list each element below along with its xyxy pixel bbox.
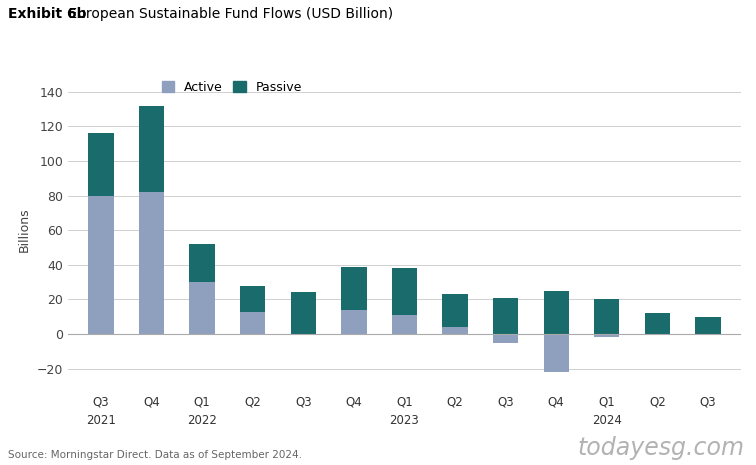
Text: Source: Morningstar Direct. Data as of September 2024.: Source: Morningstar Direct. Data as of S… — [8, 450, 302, 460]
Bar — [341, 310, 367, 334]
Bar — [594, 334, 619, 338]
Bar — [139, 192, 164, 334]
Bar — [594, 299, 619, 334]
Text: Q1: Q1 — [194, 395, 210, 408]
Bar — [392, 268, 417, 315]
Text: 2023: 2023 — [389, 414, 420, 427]
Bar — [290, 292, 316, 334]
Bar — [392, 315, 417, 334]
Bar — [139, 106, 164, 192]
Text: European Sustainable Fund Flows (USD Billion): European Sustainable Fund Flows (USD Bil… — [64, 7, 393, 21]
Text: Q3: Q3 — [497, 395, 514, 408]
Text: Q2: Q2 — [649, 395, 666, 408]
Text: Q3: Q3 — [93, 395, 109, 408]
Text: Q1: Q1 — [599, 395, 615, 408]
Text: Q3: Q3 — [295, 395, 311, 408]
Text: Q4: Q4 — [548, 395, 565, 408]
Bar — [190, 282, 215, 334]
Legend: Active, Passive: Active, Passive — [162, 80, 302, 93]
Bar — [442, 327, 468, 334]
Text: Q2: Q2 — [244, 395, 261, 408]
Bar — [544, 334, 569, 372]
Bar — [493, 298, 519, 334]
Y-axis label: Billions: Billions — [18, 208, 31, 252]
Bar — [544, 291, 569, 334]
Bar — [88, 133, 113, 196]
Bar — [240, 312, 265, 334]
Bar — [190, 244, 215, 282]
Bar — [240, 286, 265, 312]
Text: 2024: 2024 — [592, 414, 621, 427]
Text: Q2: Q2 — [447, 395, 463, 408]
Text: 2021: 2021 — [86, 414, 116, 427]
Text: Q3: Q3 — [700, 395, 716, 408]
Bar — [341, 266, 367, 310]
Text: Exhibit 6b: Exhibit 6b — [8, 7, 86, 21]
Text: Q4: Q4 — [143, 395, 160, 408]
Bar — [88, 196, 113, 334]
Bar — [645, 313, 670, 334]
Bar — [442, 294, 468, 327]
Bar — [696, 317, 720, 334]
Bar — [493, 334, 519, 343]
Text: todayesg.com: todayesg.com — [578, 436, 745, 460]
Text: 2022: 2022 — [187, 414, 217, 427]
Text: Q4: Q4 — [345, 395, 362, 408]
Text: Q1: Q1 — [396, 395, 413, 408]
